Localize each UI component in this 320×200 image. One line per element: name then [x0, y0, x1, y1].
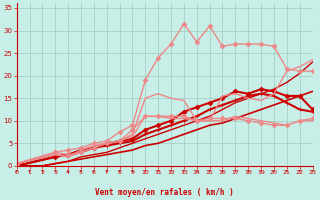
X-axis label: Vent moyen/en rafales ( km/h ): Vent moyen/en rafales ( km/h ) [95, 188, 234, 197]
